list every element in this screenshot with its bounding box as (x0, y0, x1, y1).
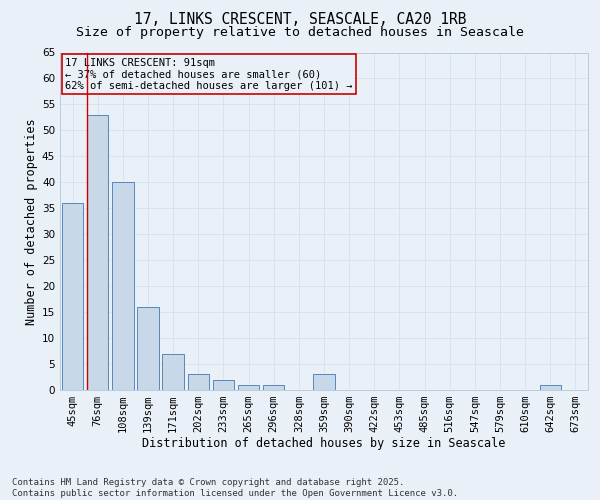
Bar (238, 385, 259, 390)
Text: Size of property relative to detached houses in Seascale: Size of property relative to detached ho… (76, 26, 524, 39)
Bar (263, 385, 284, 390)
Bar (87, 115, 109, 390)
Bar (539, 385, 561, 390)
Bar (112, 182, 134, 390)
Bar (137, 307, 158, 390)
Text: Contains HM Land Registry data © Crown copyright and database right 2025.
Contai: Contains HM Land Registry data © Crown c… (12, 478, 458, 498)
Text: 17, LINKS CRESCENT, SEASCALE, CA20 1RB: 17, LINKS CRESCENT, SEASCALE, CA20 1RB (134, 12, 466, 28)
Bar (163, 354, 184, 390)
Bar (62, 203, 83, 390)
X-axis label: Distribution of detached houses by size in Seascale: Distribution of detached houses by size … (142, 436, 506, 450)
Bar (213, 380, 234, 390)
Y-axis label: Number of detached properties: Number of detached properties (25, 118, 38, 324)
Bar (313, 374, 335, 390)
Text: 17 LINKS CRESCENT: 91sqm
← 37% of detached houses are smaller (60)
62% of semi-d: 17 LINKS CRESCENT: 91sqm ← 37% of detach… (65, 58, 353, 91)
Bar (188, 374, 209, 390)
